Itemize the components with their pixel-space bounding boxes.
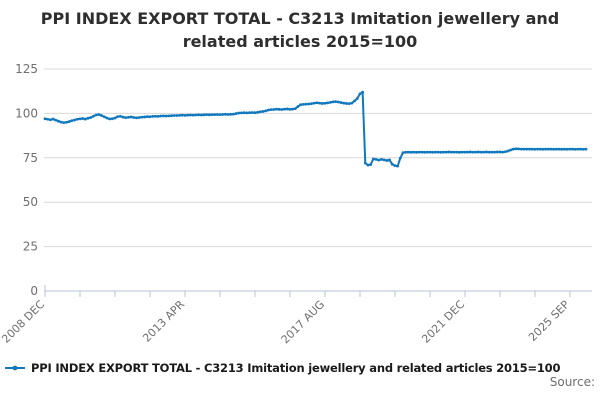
svg-text:2021 DEC: 2021 DEC <box>419 298 467 346</box>
svg-text:2017 AUG: 2017 AUG <box>279 298 328 347</box>
svg-text:25: 25 <box>23 240 38 254</box>
svg-text:75: 75 <box>23 151 38 165</box>
source-label: Source: <box>549 375 595 389</box>
svg-text:0: 0 <box>30 284 38 298</box>
svg-text:50: 50 <box>23 195 38 209</box>
legend-line-marker-icon <box>5 365 25 371</box>
legend: PPI INDEX EXPORT TOTAL - C3213 Imitation… <box>4 359 598 377</box>
svg-text:100: 100 <box>15 106 38 120</box>
svg-text:2025 SEP: 2025 SEP <box>526 298 572 344</box>
legend-series-label: PPI INDEX EXPORT TOTAL - C3213 Imitation… <box>31 361 561 375</box>
chart-title: PPI INDEX EXPORT TOTAL - C3213 Imitation… <box>40 9 560 51</box>
svg-text:125: 125 <box>15 62 38 76</box>
svg-text:2008 DEC: 2008 DEC <box>0 298 47 346</box>
line-chart-plot: 0 25 50 75 100 125 2008 DEC 2013 APR 2017 AUG 202… <box>0 62 592 347</box>
svg-text:2013 APR: 2013 APR <box>140 298 187 345</box>
